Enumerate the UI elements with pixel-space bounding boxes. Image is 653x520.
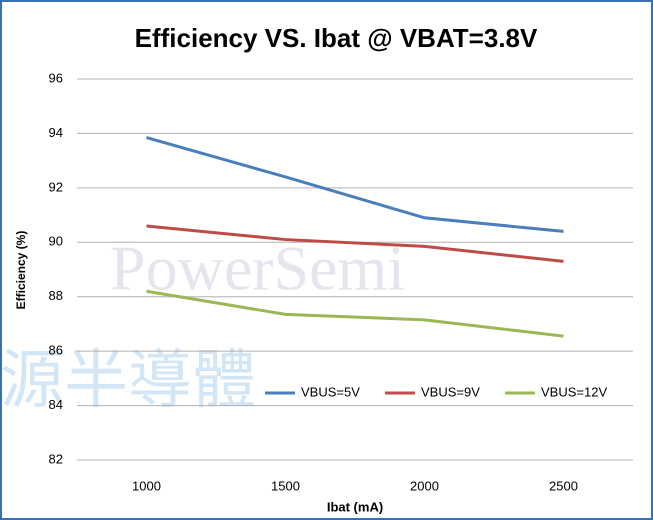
watermark: PowerSemi	[110, 233, 405, 304]
legend-label: VBUS=9V	[421, 384, 480, 399]
y-tick-label: 94	[49, 125, 63, 140]
x-tick-label: 2500	[549, 478, 578, 493]
x-tick-label: 1000	[132, 478, 161, 493]
line	[146, 224, 564, 263]
y-tick-label: 82	[49, 451, 63, 466]
y-tick-label: 90	[49, 234, 63, 249]
legend-label: VBUS=12V	[541, 384, 607, 399]
y-tick-label: 84	[49, 397, 63, 412]
x-tick-label: 2000	[410, 478, 439, 493]
y-tick-label: 86	[49, 343, 63, 358]
line	[146, 289, 564, 338]
chart-title: Efficiency VS. Ibat @ VBAT=3.8V	[135, 23, 538, 53]
y-tick-label: 88	[49, 288, 63, 303]
line	[146, 136, 564, 233]
y-axis-label: Efficiency (%)	[14, 231, 28, 310]
legend-label: VBUS=5V	[301, 384, 360, 399]
x-axis-label: Ibat (mA)	[327, 499, 383, 514]
y-tick-label: 92	[49, 179, 63, 194]
y-tick-label: 96	[49, 70, 63, 85]
x-tick-label: 1500	[271, 478, 300, 493]
watermark: 源半導體	[0, 344, 256, 416]
